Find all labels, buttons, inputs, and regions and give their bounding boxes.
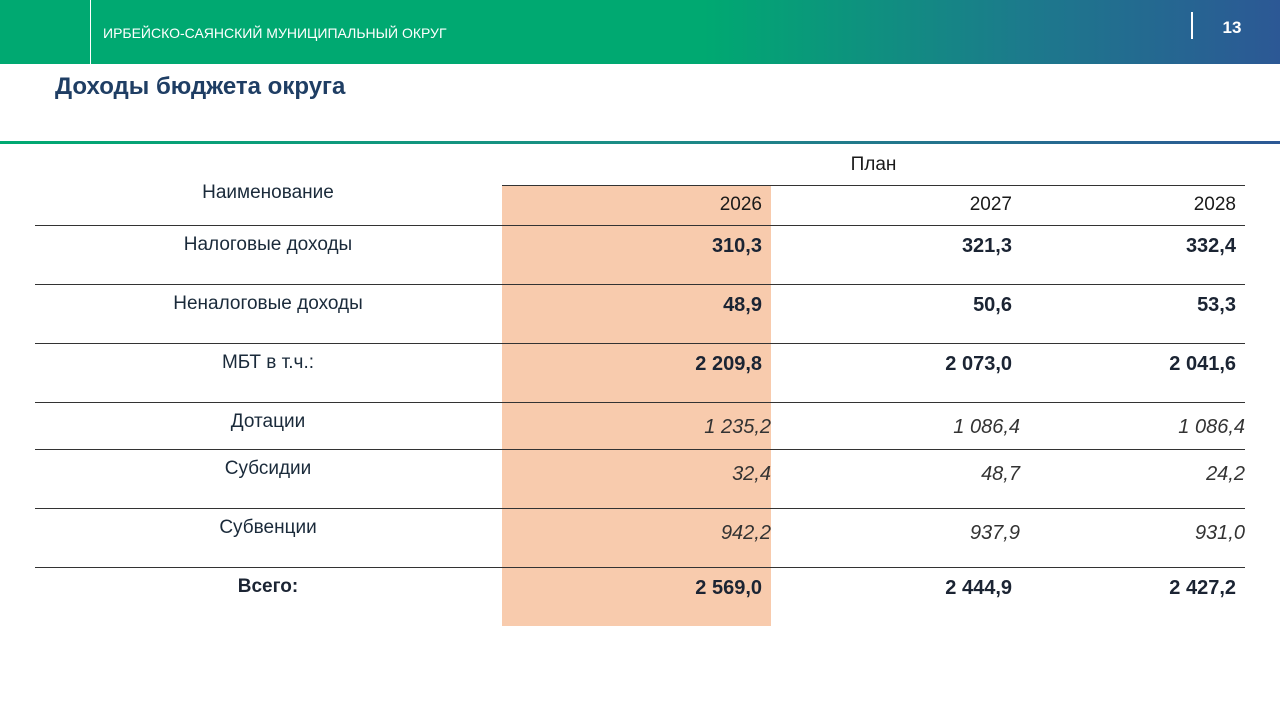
name-header: Наименование (202, 182, 334, 203)
column-highlight (502, 186, 771, 626)
row-rule (35, 449, 1245, 450)
title-rule (0, 141, 1280, 144)
row-rule (35, 567, 1245, 568)
plan-header: План (850, 154, 897, 175)
cell-value: 1 086,4 (953, 416, 1020, 438)
year-header: 2027 (969, 194, 1012, 215)
row-name: МБТ в т.ч.: (221, 352, 315, 373)
cell-value: 321,3 (961, 235, 1012, 257)
cell-value: 332,4 (1185, 235, 1236, 257)
cell-value: 2 073,0 (945, 353, 1012, 375)
cell-value: 937,9 (969, 522, 1020, 544)
slide-title: Доходы бюджета округа (55, 73, 346, 100)
cell-value: 48,7 (981, 463, 1020, 485)
row-name: Субвенции (219, 517, 317, 538)
year-header: 2028 (1193, 194, 1236, 215)
cell-value: 310,3 (711, 235, 762, 257)
cell-value: 48,9 (723, 294, 762, 316)
row-rule (35, 284, 1245, 285)
page-number: 13 (1222, 18, 1242, 37)
row-name: Всего: (237, 576, 299, 597)
organization: ИРБЕЙСКО-САЯНСКИЙ МУНИЦИПАЛЬНЫЙ ОКРУГ (103, 25, 447, 41)
year-header: 2026 (719, 194, 762, 215)
rule (502, 185, 1245, 186)
cell-value: 2 569,0 (695, 577, 762, 599)
row-name: Налоговые доходы (183, 234, 353, 255)
row-name: Субсидии (224, 458, 312, 479)
cell-value: 32,4 (732, 463, 771, 485)
cell-value: 53,3 (1197, 294, 1236, 316)
cell-value: 1 086,4 (1178, 416, 1245, 438)
divider (1191, 12, 1193, 39)
row-rule (35, 508, 1245, 509)
row-rule (35, 225, 1245, 226)
header-bar (0, 0, 1280, 64)
cell-value: 2 427,2 (1169, 577, 1236, 599)
cell-value: 942,2 (720, 522, 771, 544)
cell-value: 931,0 (1194, 522, 1245, 544)
row-name: Неналоговые доходы (173, 293, 363, 314)
row-rule (35, 343, 1245, 344)
cell-value: 2 444,9 (945, 577, 1012, 599)
cell-value: 2 041,6 (1169, 353, 1236, 375)
cell-value: 2 209,8 (695, 353, 762, 375)
row-name: Дотации (230, 411, 306, 432)
cell-value: 24,2 (1206, 463, 1245, 485)
cell-value: 50,6 (973, 294, 1012, 316)
cell-value: 1 235,2 (704, 416, 771, 438)
row-rule (35, 402, 1245, 403)
divider (90, 0, 91, 64)
